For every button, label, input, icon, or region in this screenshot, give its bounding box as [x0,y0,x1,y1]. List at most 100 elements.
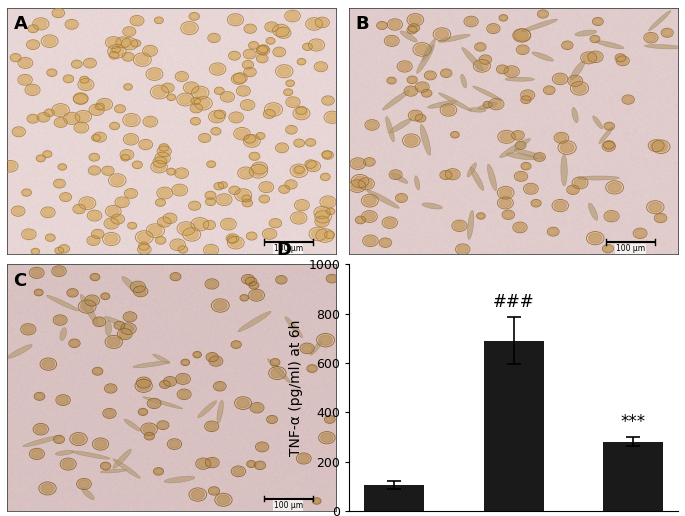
Ellipse shape [467,211,474,239]
Circle shape [522,163,530,169]
Ellipse shape [596,41,624,49]
Circle shape [323,97,333,104]
Ellipse shape [427,101,457,108]
Circle shape [29,26,37,31]
Circle shape [182,360,188,365]
Circle shape [236,129,248,138]
Circle shape [306,161,315,167]
Circle shape [248,461,255,466]
Circle shape [516,173,526,180]
Circle shape [76,123,87,132]
Ellipse shape [8,345,32,358]
Circle shape [140,409,147,414]
Circle shape [44,152,51,157]
Circle shape [384,218,395,227]
Circle shape [500,15,507,20]
Circle shape [168,169,175,174]
Ellipse shape [477,102,497,109]
Circle shape [271,220,280,227]
Circle shape [251,153,258,159]
Circle shape [408,27,416,33]
Circle shape [539,11,547,17]
Ellipse shape [532,52,553,61]
Ellipse shape [467,163,476,177]
Circle shape [125,85,132,89]
Circle shape [79,480,90,488]
Text: 100 μm: 100 μm [273,245,303,253]
Ellipse shape [285,317,303,337]
Circle shape [261,183,272,191]
Circle shape [243,276,253,283]
Circle shape [278,28,289,37]
Circle shape [31,269,42,277]
Circle shape [322,198,334,206]
Circle shape [386,37,397,45]
Circle shape [129,223,136,228]
Circle shape [258,46,268,54]
Circle shape [488,25,498,33]
Circle shape [66,21,77,28]
Ellipse shape [386,117,395,142]
Bar [364,485,424,511]
Circle shape [75,205,84,213]
Circle shape [351,182,364,191]
Circle shape [523,91,533,99]
Circle shape [442,70,451,76]
Circle shape [91,275,99,280]
Circle shape [116,106,124,112]
Circle shape [406,87,416,95]
Circle shape [490,100,502,108]
Circle shape [116,198,127,206]
Circle shape [240,169,251,178]
Circle shape [603,246,612,252]
Circle shape [169,440,180,448]
Circle shape [287,81,293,86]
Circle shape [233,75,244,83]
Circle shape [388,78,395,83]
Circle shape [237,398,249,408]
Circle shape [132,17,142,25]
Circle shape [12,55,20,61]
Circle shape [410,111,421,120]
Ellipse shape [238,311,271,332]
Circle shape [287,126,296,133]
Circle shape [132,41,140,46]
Circle shape [149,225,162,236]
Circle shape [295,167,303,172]
Circle shape [165,215,175,222]
Ellipse shape [124,419,140,431]
Ellipse shape [82,488,94,499]
Circle shape [295,140,303,146]
Circle shape [545,87,553,93]
Ellipse shape [470,167,484,190]
Circle shape [229,238,242,247]
Circle shape [192,118,199,124]
Circle shape [200,135,209,141]
Circle shape [264,110,274,117]
Circle shape [389,20,401,29]
Circle shape [618,57,627,64]
Circle shape [451,132,458,137]
Circle shape [157,200,164,205]
Ellipse shape [575,30,597,36]
Circle shape [179,391,189,398]
Circle shape [95,133,105,141]
Circle shape [183,23,196,33]
Ellipse shape [72,451,110,459]
Circle shape [321,433,333,442]
Circle shape [110,53,118,58]
Circle shape [443,105,455,115]
Circle shape [59,165,66,169]
Circle shape [235,74,245,82]
Circle shape [314,498,320,504]
Circle shape [62,460,74,469]
Circle shape [245,51,255,58]
Circle shape [574,179,586,187]
Circle shape [115,322,123,328]
Circle shape [137,381,150,391]
Circle shape [245,25,255,32]
Ellipse shape [461,74,466,88]
Circle shape [302,344,312,352]
Circle shape [215,183,223,189]
Circle shape [23,190,30,196]
